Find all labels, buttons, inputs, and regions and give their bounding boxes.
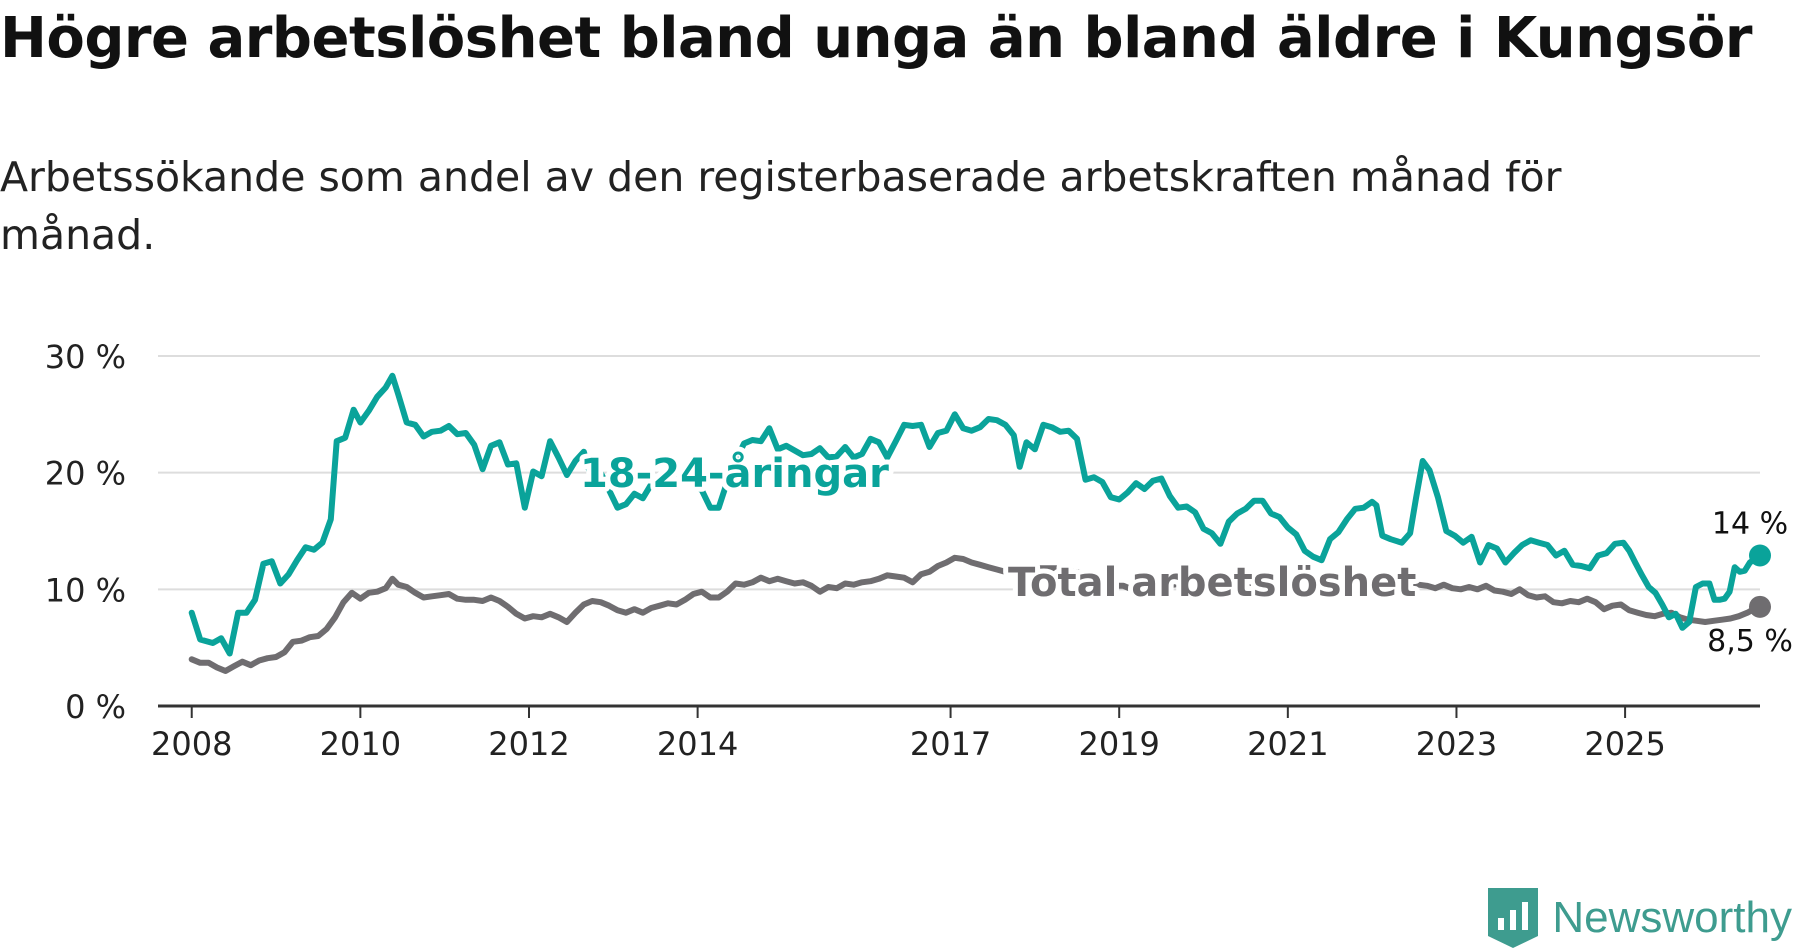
series-line [188,554,1763,674]
x-tick-label: 2019 [1078,725,1159,763]
brand-name: Newsworthy [1552,893,1792,942]
x-tick-label: 2017 [910,725,991,763]
y-tick-label: 20 % [45,455,126,493]
x-tick-label: 2010 [320,725,401,763]
series-end-dot [1749,595,1771,618]
y-tick-label: 10 % [45,571,126,609]
newsworthy-logo-icon [1488,888,1539,948]
brand-logo: Newsworthy [1488,888,1792,948]
end-label-youth: 14 % [1712,507,1788,542]
x-tick-label: 2012 [488,725,569,763]
x-tick-label: 2025 [1584,725,1665,763]
end-label-total: 8,5 % [1707,624,1793,659]
x-tick-label: 2008 [151,725,232,763]
x-tick-label: 2014 [657,725,738,763]
y-tick-label: 30 % [45,338,126,376]
series-label-total: Total arbetslöshet [1008,560,1416,606]
x-tick-label: 2021 [1247,725,1328,763]
series-label-youth: 18-24-åringar [580,450,889,497]
x-tick-label: 2023 [1416,725,1497,763]
series-line [188,372,1763,657]
series-lines [188,372,1771,674]
series-end-dot [1749,544,1771,567]
chart-subtitle: Arbetssökande som andel av den registerb… [0,153,1562,259]
labels: 18-24-åringar Total arbetslöshet 14 % 8,5 % [575,445,1797,663]
axes: 0 % 10 % 20 % 30 % 2008 2010 2012 2014 2017 2019 2… [45,338,1760,763]
chart-title: Högre arbetslöshet bland unga än bland ä… [0,6,1753,71]
y-tick-label: 0 % [65,688,126,726]
